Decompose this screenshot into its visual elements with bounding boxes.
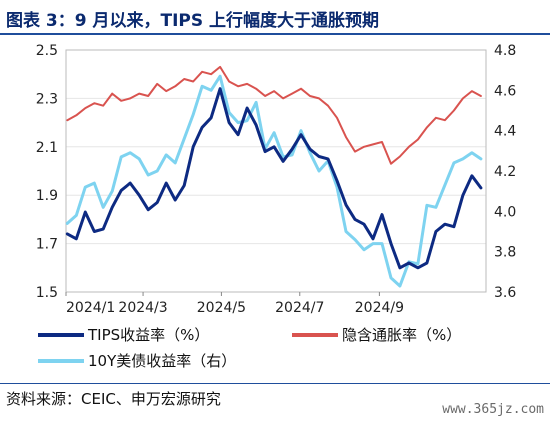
legend-swatch-breakeven xyxy=(292,332,338,337)
legend-label-breakeven: 隐含通胀率（%） xyxy=(342,326,462,344)
chart-series xyxy=(65,65,483,288)
series-line-tips xyxy=(65,87,483,270)
series-line-ust10y xyxy=(65,74,483,288)
x-tick-label: 2024/9 xyxy=(355,300,404,316)
legend-item-tips: TIPS收益率（%） xyxy=(38,324,209,345)
right-y-tick-label: 4.8 xyxy=(494,43,516,59)
left-y-tick-label: 1.9 xyxy=(36,188,58,204)
source-divider xyxy=(0,383,550,384)
right-y-tick-label: 4.4 xyxy=(494,124,516,140)
series-line-breakeven xyxy=(66,65,482,165)
right-y-tick-label: 4.6 xyxy=(494,83,516,99)
legend-swatch-ust10y xyxy=(38,358,84,363)
x-axis: 2024/1 2024/3 2024/5 2024/7 2024/9 xyxy=(65,292,404,316)
watermark-text: www.365jz.com xyxy=(442,402,544,417)
legend-label-ust10y: 10Y美债收益率（右） xyxy=(88,352,237,370)
chart-gridlines xyxy=(66,49,486,293)
left-y-tick-label: 1.7 xyxy=(36,237,58,253)
left-y-tick-label: 2.5 xyxy=(36,43,58,59)
left-y-tick-label: 1.5 xyxy=(36,285,58,301)
right-y-tick-label: 3.6 xyxy=(494,285,516,301)
legend-label-tips: TIPS收益率（%） xyxy=(88,326,210,344)
right-y-tick-label: 3.8 xyxy=(494,245,516,261)
legend-item-breakeven: 隐含通胀率（%） xyxy=(292,324,461,345)
left-y-tick-label: 2.3 xyxy=(36,91,58,107)
chart-legend: TIPS收益率（%） 隐含通胀率（%） 10Y美债收益率（右） xyxy=(0,320,550,380)
title-divider xyxy=(0,33,550,35)
right-y-axis: 4.8 4.6 4.4 4.2 4.0 3.8 3.6 xyxy=(494,43,516,301)
plot-area-frame xyxy=(65,49,487,293)
legend-item-ust10y: 10Y美债收益率（右） xyxy=(38,350,236,371)
x-tick-label: 2024/7 xyxy=(275,300,324,316)
left-y-tick-label: 2.1 xyxy=(36,140,58,156)
legend-swatch-tips xyxy=(38,332,84,337)
chart-title: 图表 3：9 月以来，TIPS 上行幅度大于通胀预期 xyxy=(6,11,380,31)
x-tick-label: 2024/1 xyxy=(66,300,115,316)
x-tick-label: 2024/3 xyxy=(118,300,167,316)
line-chart: 2.5 2.3 2.1 1.9 1.7 1.5 4.8 4.6 4.4 4.2 4.0 3.8 3.6… xyxy=(36,43,517,316)
right-y-tick-label: 4.0 xyxy=(494,204,516,220)
left-y-axis: 2.5 2.3 2.1 1.9 1.7 1.5 xyxy=(36,43,58,301)
x-tick-label: 2024/5 xyxy=(197,300,246,316)
source-note: 资料来源：CEIC、申万宏源研究 xyxy=(6,390,221,408)
right-y-tick-label: 4.2 xyxy=(494,164,516,180)
